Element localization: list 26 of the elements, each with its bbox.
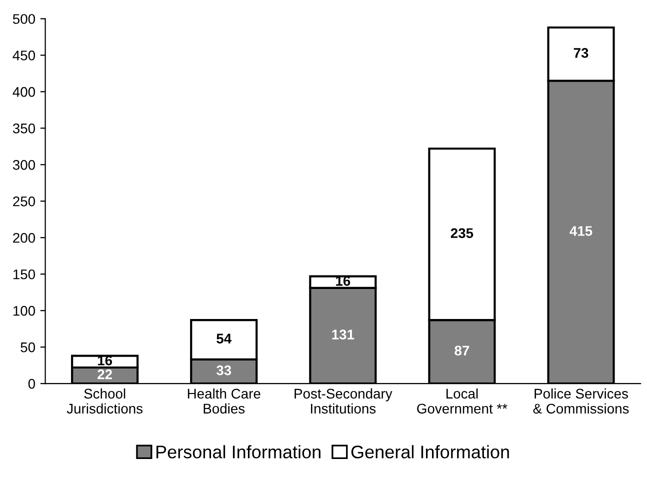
data-label: 54 (216, 334, 232, 344)
legend-label: General Information (351, 445, 509, 458)
y-tick-label: 250 (13, 196, 36, 206)
data-label: 73 (574, 48, 588, 58)
x-tick-label: Health Care Bodies (188, 388, 260, 414)
data-label: 131 (332, 330, 354, 340)
y-tick-label: 100 (13, 306, 36, 316)
data-label: 87 (454, 346, 470, 356)
y-tick-label: 50 (20, 342, 36, 352)
y-tick-label: 300 (12, 160, 36, 170)
y-tick-label: 350 (12, 124, 36, 134)
y-tick-label: 500 (12, 14, 36, 24)
x-tick-label: School Jurisdictions (66, 388, 143, 414)
data-label: 235 (450, 228, 474, 238)
x-tick-label: Local Government ** (417, 388, 508, 414)
y-tick-label: 0 (28, 378, 36, 389)
data-label: 415 (570, 226, 592, 236)
y-tick-label: 200 (13, 232, 36, 243)
data-label: 22 (98, 369, 112, 380)
y-tick-label: 400 (12, 87, 36, 97)
x-tick-label: Police Services & Commissions (533, 388, 629, 414)
y-tick-label: 450 (12, 50, 36, 60)
x-tick-label: Post-Secondary Institutions (294, 388, 392, 414)
legend-label: Personal Information (156, 445, 320, 458)
data-label: 33 (216, 365, 232, 376)
y-tick-label: 150 (13, 269, 36, 280)
